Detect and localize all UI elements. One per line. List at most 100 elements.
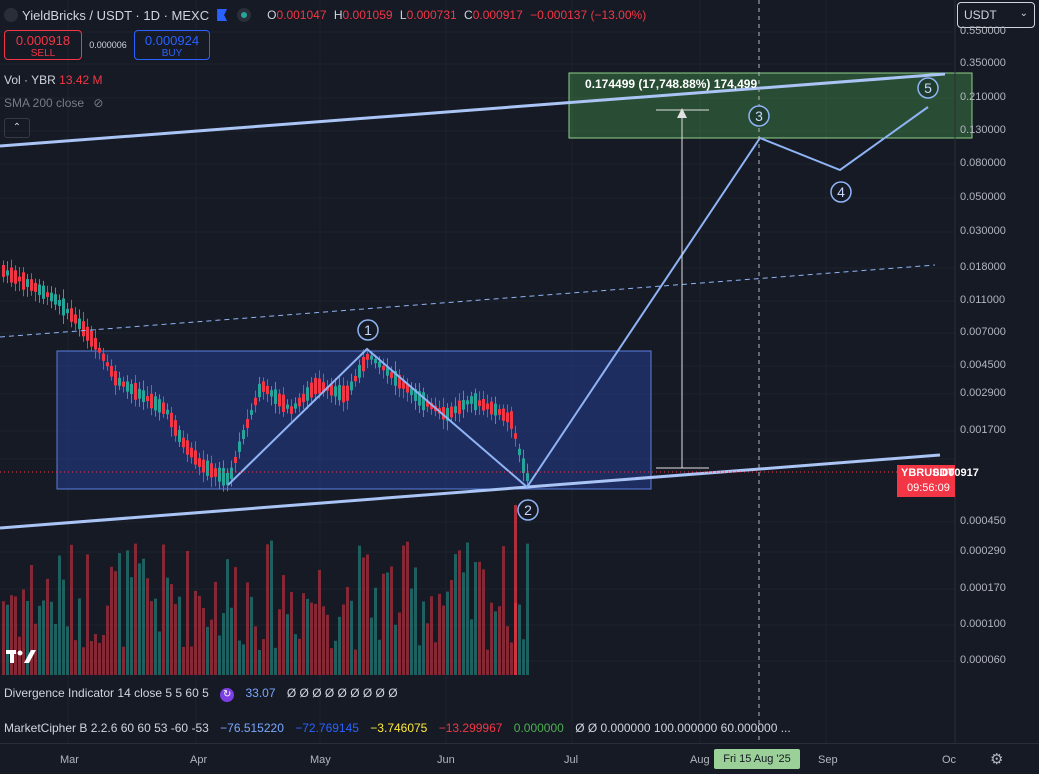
candle bbox=[366, 353, 369, 360]
wave-label-3[interactable]: 3 bbox=[748, 105, 770, 127]
volume-bar bbox=[30, 564, 33, 675]
time-label-oct: Oc bbox=[942, 754, 957, 766]
candle bbox=[6, 270, 9, 276]
volume-bar bbox=[262, 639, 265, 675]
candle bbox=[230, 467, 233, 480]
volume-bar bbox=[394, 624, 397, 675]
svg-text:2: 2 bbox=[524, 502, 532, 518]
volume-bar bbox=[390, 566, 393, 675]
gear-icon[interactable]: ⚙ bbox=[990, 751, 1004, 768]
candle bbox=[358, 365, 361, 378]
wave-label-5[interactable]: 5 bbox=[917, 77, 939, 99]
candle bbox=[94, 337, 97, 350]
range-box[interactable] bbox=[56, 350, 652, 490]
volume-bar bbox=[230, 607, 233, 675]
candle bbox=[278, 393, 281, 407]
flag-icon[interactable] bbox=[217, 9, 228, 21]
volume-bar bbox=[282, 575, 285, 675]
candle bbox=[218, 467, 221, 482]
eye-off-icon[interactable]: ⊘ bbox=[93, 96, 104, 110]
wave-label-1[interactable]: 1 bbox=[357, 319, 379, 341]
volume-bar bbox=[338, 616, 341, 675]
svg-text:5: 5 bbox=[924, 80, 932, 96]
candle bbox=[518, 448, 521, 456]
last-price-tag: YBRUSDT 0.000917 09:56:09 bbox=[897, 465, 979, 497]
time-label-mar: Mar bbox=[60, 754, 79, 766]
volume-bar bbox=[358, 545, 361, 675]
time-label-may: May bbox=[310, 754, 331, 766]
buy-button[interactable]: 0.000924 BUY bbox=[134, 30, 210, 60]
volume-bar bbox=[474, 562, 477, 675]
symbol-logo-icon bbox=[4, 8, 18, 22]
volume-legend[interactable]: Vol · YBR 13.42 M bbox=[4, 73, 103, 87]
target-box[interactable] bbox=[568, 72, 973, 139]
volume-bar bbox=[286, 614, 289, 675]
sell-button[interactable]: 0.000918 SELL bbox=[4, 30, 82, 60]
volume-bar bbox=[522, 639, 525, 675]
volume-bar bbox=[422, 601, 425, 675]
volume-bar bbox=[334, 640, 337, 675]
marketcipher-indicator[interactable]: MarketCipher B 2.2.6 60 60 53 -60 -53 −7… bbox=[4, 721, 791, 735]
measure-label: 0.174499 (17,748.88%) 174,499 bbox=[585, 77, 758, 91]
candle bbox=[54, 294, 57, 305]
candle bbox=[42, 285, 45, 299]
candle bbox=[146, 396, 149, 402]
candle bbox=[190, 447, 193, 458]
candle bbox=[334, 386, 337, 397]
volume-bar bbox=[458, 550, 461, 675]
wave-label-4[interactable]: 4 bbox=[830, 181, 852, 203]
channel-upper-line[interactable] bbox=[0, 72, 946, 148]
candle bbox=[170, 412, 173, 428]
candle bbox=[10, 267, 13, 283]
volume-bar bbox=[294, 634, 297, 675]
volume-bar bbox=[478, 561, 481, 675]
candle bbox=[134, 383, 137, 400]
candle bbox=[522, 458, 525, 474]
price-axis-label: 0.002900 bbox=[960, 387, 1006, 399]
chevron-up-icon[interactable]: ⌃ bbox=[4, 118, 30, 138]
divergence-indicator[interactable]: Divergence Indicator 14 close 5 5 60 5 ↻… bbox=[4, 686, 398, 702]
candle bbox=[514, 433, 517, 439]
candle bbox=[106, 362, 109, 367]
volume-bar bbox=[118, 553, 121, 675]
price-axis-label: 0.080000 bbox=[960, 157, 1006, 169]
volume-bar bbox=[14, 596, 17, 675]
candle bbox=[98, 347, 101, 353]
candle bbox=[130, 384, 133, 394]
volume-bar bbox=[510, 642, 513, 675]
candle bbox=[114, 371, 117, 386]
wave-label-2[interactable]: 2 bbox=[517, 499, 539, 521]
volume-bar bbox=[142, 558, 145, 675]
channel-mid-line[interactable] bbox=[0, 264, 936, 338]
volume-bar bbox=[302, 593, 305, 675]
candle bbox=[222, 468, 225, 486]
symbol-title[interactable]: YieldBricks / USDT · 1D · MEXC bbox=[22, 7, 210, 23]
volume-bar bbox=[130, 577, 133, 675]
sma-legend[interactable]: SMA 200 close ⊘ bbox=[4, 96, 104, 110]
price-axis-label: 0.130000 bbox=[960, 124, 1006, 136]
tradingview-logo[interactable] bbox=[6, 648, 38, 664]
time-axis[interactable]: Mar Apr May Jun Jul Aug Fri 15 Aug '25 S… bbox=[0, 743, 1039, 774]
volume-bar bbox=[290, 591, 293, 675]
candle bbox=[158, 399, 161, 413]
candle bbox=[214, 468, 217, 477]
currency-select[interactable]: USDT ⌄ bbox=[957, 2, 1035, 28]
wave-path[interactable] bbox=[227, 106, 929, 489]
volume-bar bbox=[494, 611, 497, 675]
candle bbox=[246, 419, 249, 428]
channel-lower-line[interactable] bbox=[0, 453, 941, 530]
volume-bar bbox=[218, 635, 221, 675]
price-axis-label: 0.550000 bbox=[960, 25, 1006, 37]
volume-bar bbox=[58, 555, 61, 675]
cycle-icon[interactable]: ↻ bbox=[220, 688, 235, 702]
volume-bar bbox=[450, 579, 453, 675]
volume-bar bbox=[318, 569, 321, 675]
candle bbox=[390, 372, 393, 378]
candle bbox=[474, 393, 477, 411]
candle bbox=[58, 300, 61, 306]
candle bbox=[210, 463, 213, 478]
volume-bar bbox=[150, 601, 153, 675]
market-status-icon[interactable] bbox=[237, 8, 252, 22]
candle bbox=[378, 361, 381, 368]
